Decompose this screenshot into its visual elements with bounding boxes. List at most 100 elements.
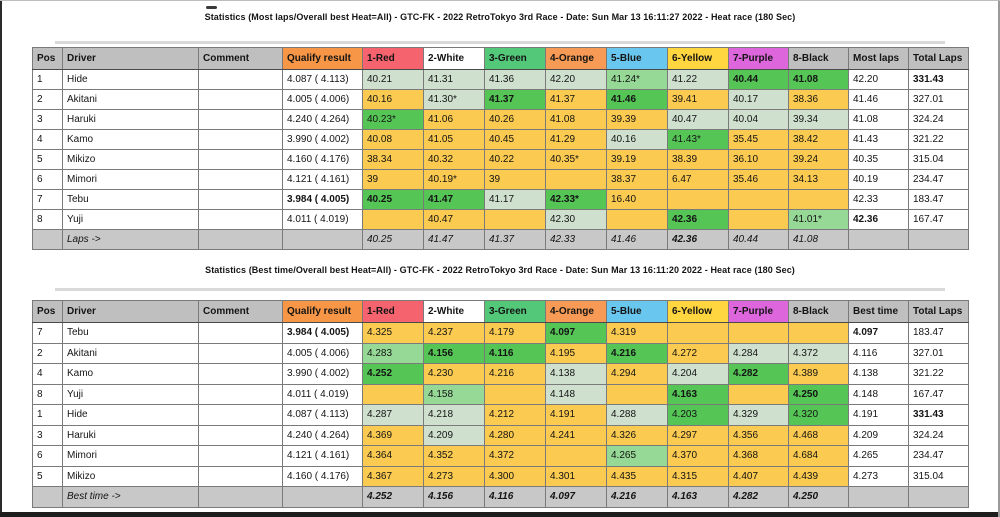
heat-1-cell: 4.325 [362,322,424,344]
header-row: Pos Driver Comment Qualify result 1-Red 2-Whi… [32,300,969,323]
driver-cell: Tebu [62,322,199,344]
heat-2-cell: 41.30* [423,89,485,110]
heat-8-cell: 4.320 [788,404,849,426]
heat-3-cell: 41.37 [484,89,546,110]
scan-band-2 [55,288,945,291]
best-time-cell: 4.273 [848,465,909,487]
heat-6-cell: 40.47 [667,109,729,130]
qualify-cell: 4.240 ( 4.264) [282,424,363,446]
column-header-3-green: 3-Green [484,300,546,323]
most-laps-cell: 41.08 [848,109,909,130]
best-time-cell: 4.116 [848,342,909,364]
heat-3-cell: 40.45 [484,129,546,150]
column-header-pos: Pos [32,47,63,70]
pos-cell: 5 [32,149,63,170]
comment-cell [198,424,283,446]
header-row: Pos Driver Comment Qualify result 1-Red 2-Whi… [32,47,969,70]
total-laps-cell: 234.47 [908,169,969,190]
qualify-cell: 4.121 ( 4.161) [282,169,363,190]
heat-2-cell: 40.19* [423,169,485,190]
heat-5-cell [606,209,668,230]
heat-1-cell: 40.21 [362,69,424,90]
summary-agg-cell [848,229,909,250]
most-laps-title: Statistics (Most laps/Overall best Heat=… [204,12,796,22]
pos-cell: 7 [32,189,63,210]
comment-cell [198,189,283,210]
summary-heat-6-cell: 4.163 [667,486,729,508]
pos-cell: 4 [32,363,63,385]
pos-cell: 3 [32,109,63,130]
heat-7-cell: 40.04 [728,109,789,130]
summary-heat-5-cell: 41.46 [606,229,668,250]
heat-6-cell: 4.315 [667,465,729,487]
heat-1-cell: 4.367 [362,465,424,487]
comment-cell [198,149,283,170]
pos-cell: 2 [32,342,63,364]
heat-2-cell: 41.31 [423,69,485,90]
heat-6-cell: 39.41 [667,89,729,110]
pos-cell: 7 [32,322,63,344]
comment-cell [198,169,283,190]
heat-1-cell: 4.364 [362,445,424,467]
driver-cell: Akitani [62,342,199,364]
total-laps-cell: 324.24 [908,109,969,130]
heat-5-cell: 16.40 [606,189,668,210]
column-header-qualify-result: Qualify result [282,300,363,323]
heat-7-cell: 35.46 [728,169,789,190]
heat-8-cell: 4.372 [788,342,849,364]
heat-8-cell: 4.468 [788,424,849,446]
most-laps-cell: 42.20 [848,69,909,90]
driver-row-akitani: 2 Akitani 4.005 ( 4.006) 40.16 41.30* 41.37 41… [32,89,969,110]
comment-cell [198,322,283,344]
scan-speck [206,6,217,9]
most-laps-cell: 42.36 [848,209,909,230]
driver-row-hide: 1 Hide 4.087 ( 4.113) 40.21 41.31 41.36 42.20 4… [32,69,969,90]
heat-5-cell: 40.16 [606,129,668,150]
summary-comment-cell [198,229,283,250]
heat-6-cell: 4.204 [667,363,729,385]
heat-1-cell: 4.252 [362,363,424,385]
qualify-cell: 4.240 ( 4.264) [282,109,363,130]
heat-7-cell [728,383,789,405]
best-time-table: Pos Driver Comment Qualify result 1-Red 2-Whi… [32,300,969,508]
heat-3-cell: 4.179 [484,322,546,344]
heat-6-cell: 4.272 [667,342,729,364]
heat-8-cell: 38.36 [788,89,849,110]
qualify-cell: 4.005 ( 4.006) [282,342,363,364]
heat-5-cell: 4.319 [606,322,668,344]
driver-cell: Hide [62,69,199,90]
heat-7-cell: 4.282 [728,363,789,385]
column-header-4-orange: 4-Orange [545,300,607,323]
heat-4-cell: 4.191 [545,404,607,426]
heat-7-cell: 40.44 [728,69,789,90]
heat-4-cell: 4.241 [545,424,607,446]
column-header-6-yellow: 6-Yellow [667,300,729,323]
heat-8-cell: 4.439 [788,465,849,487]
driver-cell: Akitani [62,89,199,110]
qualify-cell: 3.990 ( 4.002) [282,129,363,150]
total-laps-cell: 331.43 [908,404,969,426]
total-laps-cell: 315.04 [908,149,969,170]
summary-heat-5-cell: 4.216 [606,486,668,508]
heat-2-cell: 41.47 [423,189,485,210]
qualify-cell: 3.984 ( 4.005) [282,322,363,344]
column-header-total-laps: Total Laps [908,47,969,70]
heat-3-cell: 40.26 [484,109,546,130]
column-header-total-laps: Total Laps [908,300,969,323]
comment-cell [198,129,283,150]
summary-heat-1-cell: 4.252 [362,486,424,508]
pos-cell: 4 [32,129,63,150]
qualify-cell: 4.087 ( 4.113) [282,69,363,90]
heat-4-cell: 42.20 [545,69,607,90]
column-header-qualify-result: Qualify result [282,47,363,70]
driver-cell: Kamo [62,363,199,385]
comment-cell [198,342,283,364]
heat-4-cell: 42.33* [545,189,607,210]
qualify-cell: 4.011 ( 4.019) [282,209,363,230]
heat-6-cell: 4.163 [667,383,729,405]
heat-6-cell: 38.39 [667,149,729,170]
qualify-cell: 3.990 ( 4.002) [282,363,363,385]
column-header-6-yellow: 6-Yellow [667,47,729,70]
qualify-cell: 4.160 ( 4.176) [282,465,363,487]
